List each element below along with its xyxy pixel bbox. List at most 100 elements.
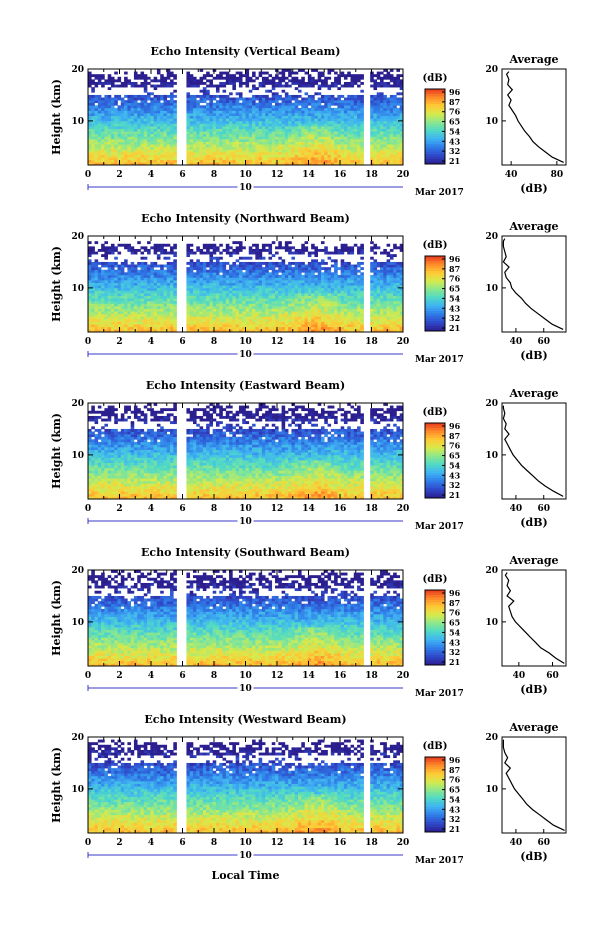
heatmap-cell (206, 149, 210, 153)
heatmap-cell (281, 139, 286, 142)
heatmap-cell (140, 287, 145, 291)
heatmap-cell (117, 97, 122, 101)
heatmap-cell (186, 113, 191, 116)
heatmap-cell (399, 123, 404, 127)
heatmap-cell (153, 94, 158, 98)
heatmap-cell (288, 100, 292, 104)
heatmap-cell (340, 133, 345, 137)
heatmap-cell (304, 300, 309, 304)
heatmap-cell (320, 324, 325, 328)
heatmap-cell (242, 246, 246, 250)
heatmap-cell (386, 120, 391, 124)
heatmap-cell (288, 94, 292, 98)
heatmap-cell (252, 94, 256, 98)
heatmap-cell (206, 303, 210, 307)
heatmap-cell (140, 123, 145, 127)
heatmap-cell (307, 269, 312, 273)
heatmap-cell (127, 105, 131, 109)
heatmap-cell (133, 120, 138, 124)
heatmap-cell (160, 295, 164, 299)
heatmap-cell (140, 251, 145, 255)
heatmap-cell (114, 290, 118, 294)
heatmap-cell (357, 74, 361, 78)
heatmap-cell (124, 264, 128, 268)
heatmap-cell (173, 133, 177, 137)
heatmap-cell (219, 267, 223, 271)
heatmap-cell (261, 113, 266, 116)
heatmap-cell (147, 308, 151, 312)
heatmap-cell (380, 126, 384, 129)
heatmap-cell (261, 306, 266, 309)
heatmap-cell (275, 287, 279, 291)
heatmap-cell (166, 311, 171, 315)
heatmap-cell (202, 311, 207, 315)
heatmap-cell (209, 118, 213, 122)
heatmap-cell (298, 298, 302, 302)
heatmap-cell (389, 79, 394, 83)
heatmap-cell (193, 285, 197, 289)
heatmap-cell (127, 274, 131, 278)
heatmap-cell (258, 159, 263, 163)
heatmap-cell (150, 290, 154, 294)
heatmap-cell (268, 287, 273, 291)
heatmap-cell (265, 308, 269, 312)
heatmap-cell (107, 306, 112, 309)
heatmap-cell (114, 277, 118, 281)
heatmap-cell (347, 162, 351, 166)
heatmap-cell (317, 152, 322, 155)
heatmap-cell (160, 144, 164, 148)
heatmap-cell (311, 102, 315, 106)
heatmap-cell (163, 84, 168, 88)
heatmap-cell (288, 308, 292, 312)
heatmap-cell (248, 123, 253, 127)
heatmap-cell (170, 102, 174, 106)
heatmap-cell (163, 113, 168, 116)
heatmap-cell (314, 110, 318, 114)
heatmap-cell (304, 316, 309, 320)
heatmap-cell (88, 110, 92, 114)
heatmap-cell (101, 324, 105, 328)
heatmap-cell (242, 97, 246, 101)
heatmap-cell (327, 87, 332, 91)
heatmap-cell (114, 287, 118, 291)
heatmap-cell (225, 277, 230, 281)
heatmap-cell (97, 146, 102, 150)
heatmap-cell (320, 120, 325, 124)
heatmap-cell (124, 146, 128, 150)
heatmap-cell (222, 126, 227, 129)
heatmap-cell (232, 84, 236, 88)
heatmap-cell (288, 157, 292, 161)
heatmap-cell (219, 131, 223, 135)
heatmap-cell (196, 110, 200, 114)
heatmap-cell (94, 287, 99, 291)
heatmap-cell (209, 264, 213, 268)
heatmap-cell (291, 133, 296, 137)
heatmap-cell (383, 159, 387, 163)
heatmap-cell (353, 133, 358, 137)
heatmap-cell (291, 324, 296, 328)
heatmap-cell (252, 303, 256, 307)
heatmap-cell (140, 71, 145, 75)
heatmap-cell (97, 272, 102, 276)
heatmap-cell (317, 154, 322, 158)
heatmap-cell (94, 84, 99, 88)
heatmap-cell (271, 126, 276, 129)
heatmap-cell (156, 285, 161, 289)
heatmap-cell (88, 126, 92, 129)
heatmap-cell (209, 113, 213, 116)
heatmap-cell (133, 154, 138, 158)
heatmap-cell (298, 149, 302, 153)
heatmap-cell (186, 102, 191, 106)
heatmap-cell (229, 306, 233, 309)
heatmap-cell (265, 139, 269, 142)
heatmap-cell (376, 152, 381, 155)
heatmap-cell (386, 126, 391, 129)
heatmap-cell (248, 248, 253, 252)
heatmap-cell (229, 76, 233, 80)
heatmap-cell (88, 303, 92, 307)
heatmap-cell (380, 141, 384, 145)
heatmap-cell (311, 69, 315, 72)
heatmap-cell (291, 159, 296, 163)
heatmap-cell (389, 152, 394, 155)
heatmap-cell (232, 261, 236, 265)
